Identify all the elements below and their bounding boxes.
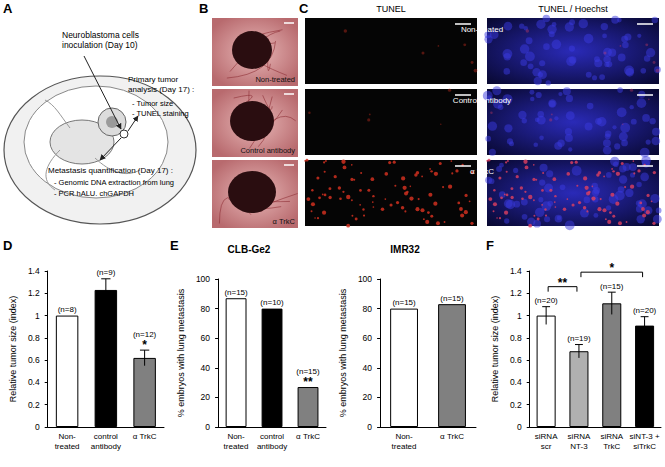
svg-text:Relative tumor size (index): Relative tumor size (index) [8, 296, 18, 403]
svg-text:Non-: Non- [58, 432, 76, 441]
html-text:D: D [3, 238, 13, 253]
svg-text:0: 0 [35, 422, 40, 432]
svg-text:treated: treated [224, 442, 249, 451]
svg-text:(n=9): (n=9) [96, 268, 115, 277]
svg-text:(n=10): (n=10) [260, 298, 284, 307]
svg-text:- Tumor size: - Tumor size [132, 99, 173, 108]
svg-text:siTrkC: siTrkC [633, 442, 656, 451]
svg-text:(n=8): (n=8) [58, 305, 77, 314]
svg-text:(n=15): (n=15) [224, 288, 248, 297]
svg-text:scr: scr [541, 442, 552, 451]
svg-text:TUNEL: TUNEL [376, 4, 406, 14]
svg-text:- TUNEL staining: - TUNEL staining [132, 109, 189, 118]
svg-text:siNT-3 +: siNT-3 + [630, 432, 660, 441]
svg-text:NT-3: NT-3 [570, 442, 588, 451]
svg-text:0: 0 [367, 422, 372, 432]
svg-text:**: ** [303, 375, 313, 389]
svg-text:Non-treated: Non-treated [461, 25, 503, 34]
svg-text:IMR32: IMR32 [390, 244, 420, 255]
svg-text:(n=20): (n=20) [534, 296, 558, 305]
svg-text:- PCR hALU. chGAPDH: - PCR hALU. chGAPDH [54, 189, 134, 198]
svg-text:80: 80 [363, 304, 373, 314]
svg-text:40: 40 [363, 363, 373, 373]
svg-text:α TrkC: α TrkC [273, 217, 296, 226]
svg-text:1.2: 1.2 [510, 288, 522, 298]
svg-text:(n=19): (n=19) [567, 334, 591, 343]
svg-text:(n=15): (n=15) [392, 298, 416, 307]
svg-text:0.6: 0.6 [28, 355, 40, 365]
svg-text:1: 1 [517, 311, 522, 321]
html-text:F: F [486, 238, 494, 253]
svg-text:0.8: 0.8 [510, 333, 522, 343]
svg-text:0.2: 0.2 [510, 400, 522, 410]
svg-text:siRNA: siRNA [535, 432, 558, 441]
svg-text:TrkC: TrkC [603, 442, 620, 451]
svg-text:0.4: 0.4 [510, 377, 522, 387]
svg-text:(n=15): (n=15) [296, 367, 320, 376]
svg-text:0.2: 0.2 [28, 400, 40, 410]
svg-text:20: 20 [201, 392, 211, 402]
svg-text:0.4: 0.4 [28, 377, 40, 387]
svg-text:Non-: Non- [395, 432, 413, 441]
svg-text:α TrkC: α TrkC [296, 432, 320, 441]
svg-text:(n=12): (n=12) [133, 330, 157, 339]
svg-text:100: 100 [196, 274, 210, 284]
svg-text:(n=20): (n=20) [633, 306, 657, 315]
svg-text:control: control [94, 432, 118, 441]
svg-text:(n=15): (n=15) [600, 282, 624, 291]
svg-text:control: control [260, 432, 284, 441]
svg-text:Metastasis quantification (Day: Metastasis quantification (Day 17) : [48, 166, 173, 175]
svg-text:Non-: Non- [227, 432, 245, 441]
svg-text:40: 40 [201, 363, 211, 373]
svg-text:1.4: 1.4 [28, 266, 40, 276]
svg-text:1: 1 [35, 311, 40, 321]
svg-text:0.8: 0.8 [28, 333, 40, 343]
svg-text:- Genomic DNA extraction from: - Genomic DNA extraction from lung [54, 178, 174, 187]
html-text:E: E [170, 238, 179, 253]
svg-text:80: 80 [201, 304, 211, 314]
svg-text:100: 100 [358, 274, 372, 284]
svg-text:treated: treated [55, 442, 80, 451]
svg-text:α TrkC: α TrkC [133, 432, 157, 441]
svg-text:α TrkC: α TrkC [440, 432, 464, 441]
svg-text:antibody: antibody [257, 442, 287, 451]
html-text:A: A [3, 1, 13, 16]
svg-text:*: * [142, 338, 147, 352]
svg-text:Non-treated: Non-treated [255, 75, 295, 84]
svg-text:Primary tumoranalysis (Day 17): Primary tumoranalysis (Day 17) : [128, 75, 194, 94]
svg-text:60: 60 [363, 333, 373, 343]
svg-text:antibody: antibody [91, 442, 121, 451]
svg-text:0: 0 [205, 422, 210, 432]
svg-text:% embryos with lung metastasis: % embryos with lung metastasis [176, 288, 186, 417]
svg-text:α TrkC: α TrkC [470, 167, 494, 176]
svg-text:(n=15): (n=15) [440, 294, 464, 303]
svg-text:Control antibody: Control antibody [240, 146, 295, 155]
svg-text:CLB-Ge2: CLB-Ge2 [228, 244, 271, 255]
svg-text:Control antibody: Control antibody [453, 96, 511, 105]
svg-text:Relative tumor size (index): Relative tumor size (index) [490, 296, 500, 403]
svg-text:0: 0 [517, 422, 522, 432]
svg-text:% embryos with lung metastasis: % embryos with lung metastasis [338, 288, 348, 417]
svg-text:0.6: 0.6 [510, 355, 522, 365]
svg-text:1.2: 1.2 [28, 288, 40, 298]
svg-text:1.4: 1.4 [510, 266, 522, 276]
svg-text:60: 60 [201, 333, 211, 343]
svg-text:treated: treated [392, 442, 417, 451]
svg-text:Neuroblastoma cellsinoculation: Neuroblastoma cellsinoculation (Day 10) [62, 30, 139, 50]
html-text:C: C [299, 1, 309, 16]
svg-text:**: ** [558, 276, 568, 290]
svg-text:siRNA: siRNA [568, 432, 591, 441]
svg-text:20: 20 [363, 392, 373, 402]
svg-text:*: * [609, 261, 614, 275]
svg-text:siRNA: siRNA [600, 432, 623, 441]
svg-text:TUNEL / Hoechst: TUNEL / Hoechst [538, 4, 608, 14]
html-text:B: B [199, 1, 209, 16]
